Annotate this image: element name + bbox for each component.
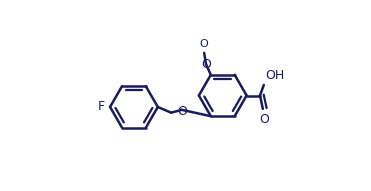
- Text: O: O: [259, 113, 269, 126]
- Text: O: O: [178, 105, 188, 118]
- Text: F: F: [98, 100, 105, 113]
- Text: OH: OH: [265, 69, 284, 82]
- Text: O: O: [201, 58, 211, 71]
- Text: O: O: [200, 39, 209, 49]
